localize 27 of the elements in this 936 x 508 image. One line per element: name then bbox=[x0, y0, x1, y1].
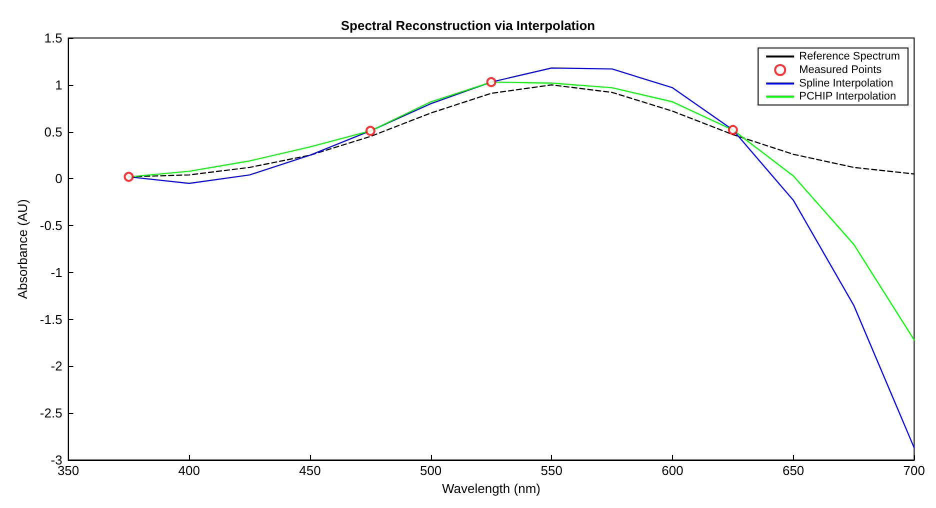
x-tick-label: 500 bbox=[420, 463, 442, 478]
x-tick-label: 700 bbox=[903, 463, 926, 478]
y-tick-label: -1 bbox=[50, 264, 62, 280]
y-tick-label: -1.5 bbox=[40, 312, 62, 327]
x-tick-label: 600 bbox=[662, 463, 684, 478]
x-tick-label: 450 bbox=[299, 463, 321, 478]
x-tick-label: 550 bbox=[540, 463, 562, 478]
chart-title: Spectral Reconstruction via Interpolation bbox=[340, 18, 596, 33]
y-axis-title: Absorbance (AU) bbox=[15, 199, 30, 299]
point bbox=[365, 126, 376, 136]
y-tick-label: 0 bbox=[55, 171, 62, 186]
y-tick-label: 0.5 bbox=[44, 124, 62, 140]
x-tick-label: 400 bbox=[178, 463, 200, 478]
y-tick-label: -2 bbox=[50, 358, 62, 374]
y-tick-label: 1 bbox=[55, 77, 62, 92]
legend-label: Reference Spectrum bbox=[799, 50, 900, 62]
y-tick-label: 1.5 bbox=[44, 30, 62, 46]
x-tick-label: 650 bbox=[782, 463, 804, 478]
legend-label: Measured Points bbox=[799, 64, 882, 76]
legend-label: PCHIP Interpolation bbox=[799, 90, 896, 102]
legend-label: Spline Interpolation bbox=[799, 78, 894, 90]
point bbox=[124, 172, 134, 182]
point bbox=[486, 77, 496, 88]
point bbox=[728, 124, 738, 135]
y-tick-label: -2.5 bbox=[40, 406, 62, 421]
x-axis-title: Wavelength (nm) bbox=[442, 480, 540, 496]
y-tick-label: -0.5 bbox=[40, 218, 62, 234]
